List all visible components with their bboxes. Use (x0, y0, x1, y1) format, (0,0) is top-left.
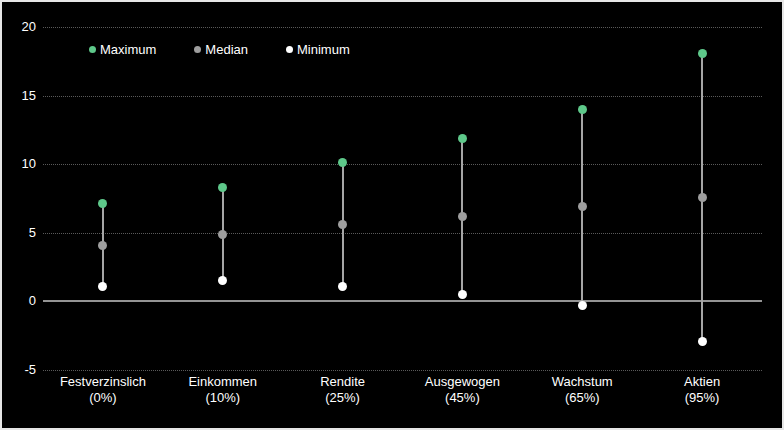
maximum-point (698, 49, 707, 58)
category-label: Einkommen (10%) (158, 374, 288, 406)
range-chart: Maximum Median Minimum 20 15 10 5 0 -5Festverzi… (0, 0, 784, 430)
legend-item-median: Median (194, 42, 248, 57)
median-point (98, 241, 107, 250)
minimum-point (338, 282, 347, 291)
median-point (218, 230, 227, 239)
minimum-point (218, 276, 227, 285)
category-label: Wachstum (65%) (517, 374, 647, 406)
legend-item-maximum: Maximum (89, 42, 156, 57)
maximum-legend-dot-icon (89, 46, 96, 53)
y-axis-tick-label: -5 (6, 363, 36, 377)
gridline (43, 164, 762, 165)
maximum-point (218, 183, 227, 192)
maximum-point (338, 158, 347, 167)
median-point (698, 193, 707, 202)
chart-legend: Maximum Median Minimum (89, 42, 350, 57)
gridline (43, 233, 762, 234)
median-legend-dot-icon (194, 46, 201, 53)
minimum-legend-dot-icon (286, 46, 293, 53)
median-point (458, 212, 467, 221)
legend-label: Maximum (100, 42, 156, 57)
maximum-point (98, 199, 107, 208)
gridline (43, 370, 762, 371)
minimum-point (698, 337, 707, 346)
maximum-point (458, 134, 467, 143)
median-point (578, 202, 587, 211)
gridline (43, 27, 762, 28)
legend-item-minimum: Minimum (286, 42, 350, 57)
category-label: Festverzinslich (0%) (38, 374, 168, 406)
y-axis-tick-label: 5 (6, 226, 36, 240)
category-label: Aktien (95%) (637, 374, 767, 406)
y-axis-tick-label: 15 (6, 89, 36, 103)
gridline (43, 96, 762, 97)
legend-label: Median (205, 42, 248, 57)
minimum-point (578, 301, 587, 310)
category-label: Rendite (25%) (278, 374, 408, 406)
legend-label: Minimum (297, 42, 350, 57)
minimum-point (98, 282, 107, 291)
y-axis-tick-label: 10 (6, 157, 36, 171)
zero-axis-line (43, 300, 762, 302)
median-point (338, 220, 347, 229)
maximum-point (578, 105, 587, 114)
y-axis-tick-label: 20 (6, 20, 36, 34)
category-label: Ausgewogen (45%) (397, 374, 527, 406)
y-axis-tick-label: 0 (6, 294, 36, 308)
minimum-point (458, 290, 467, 299)
